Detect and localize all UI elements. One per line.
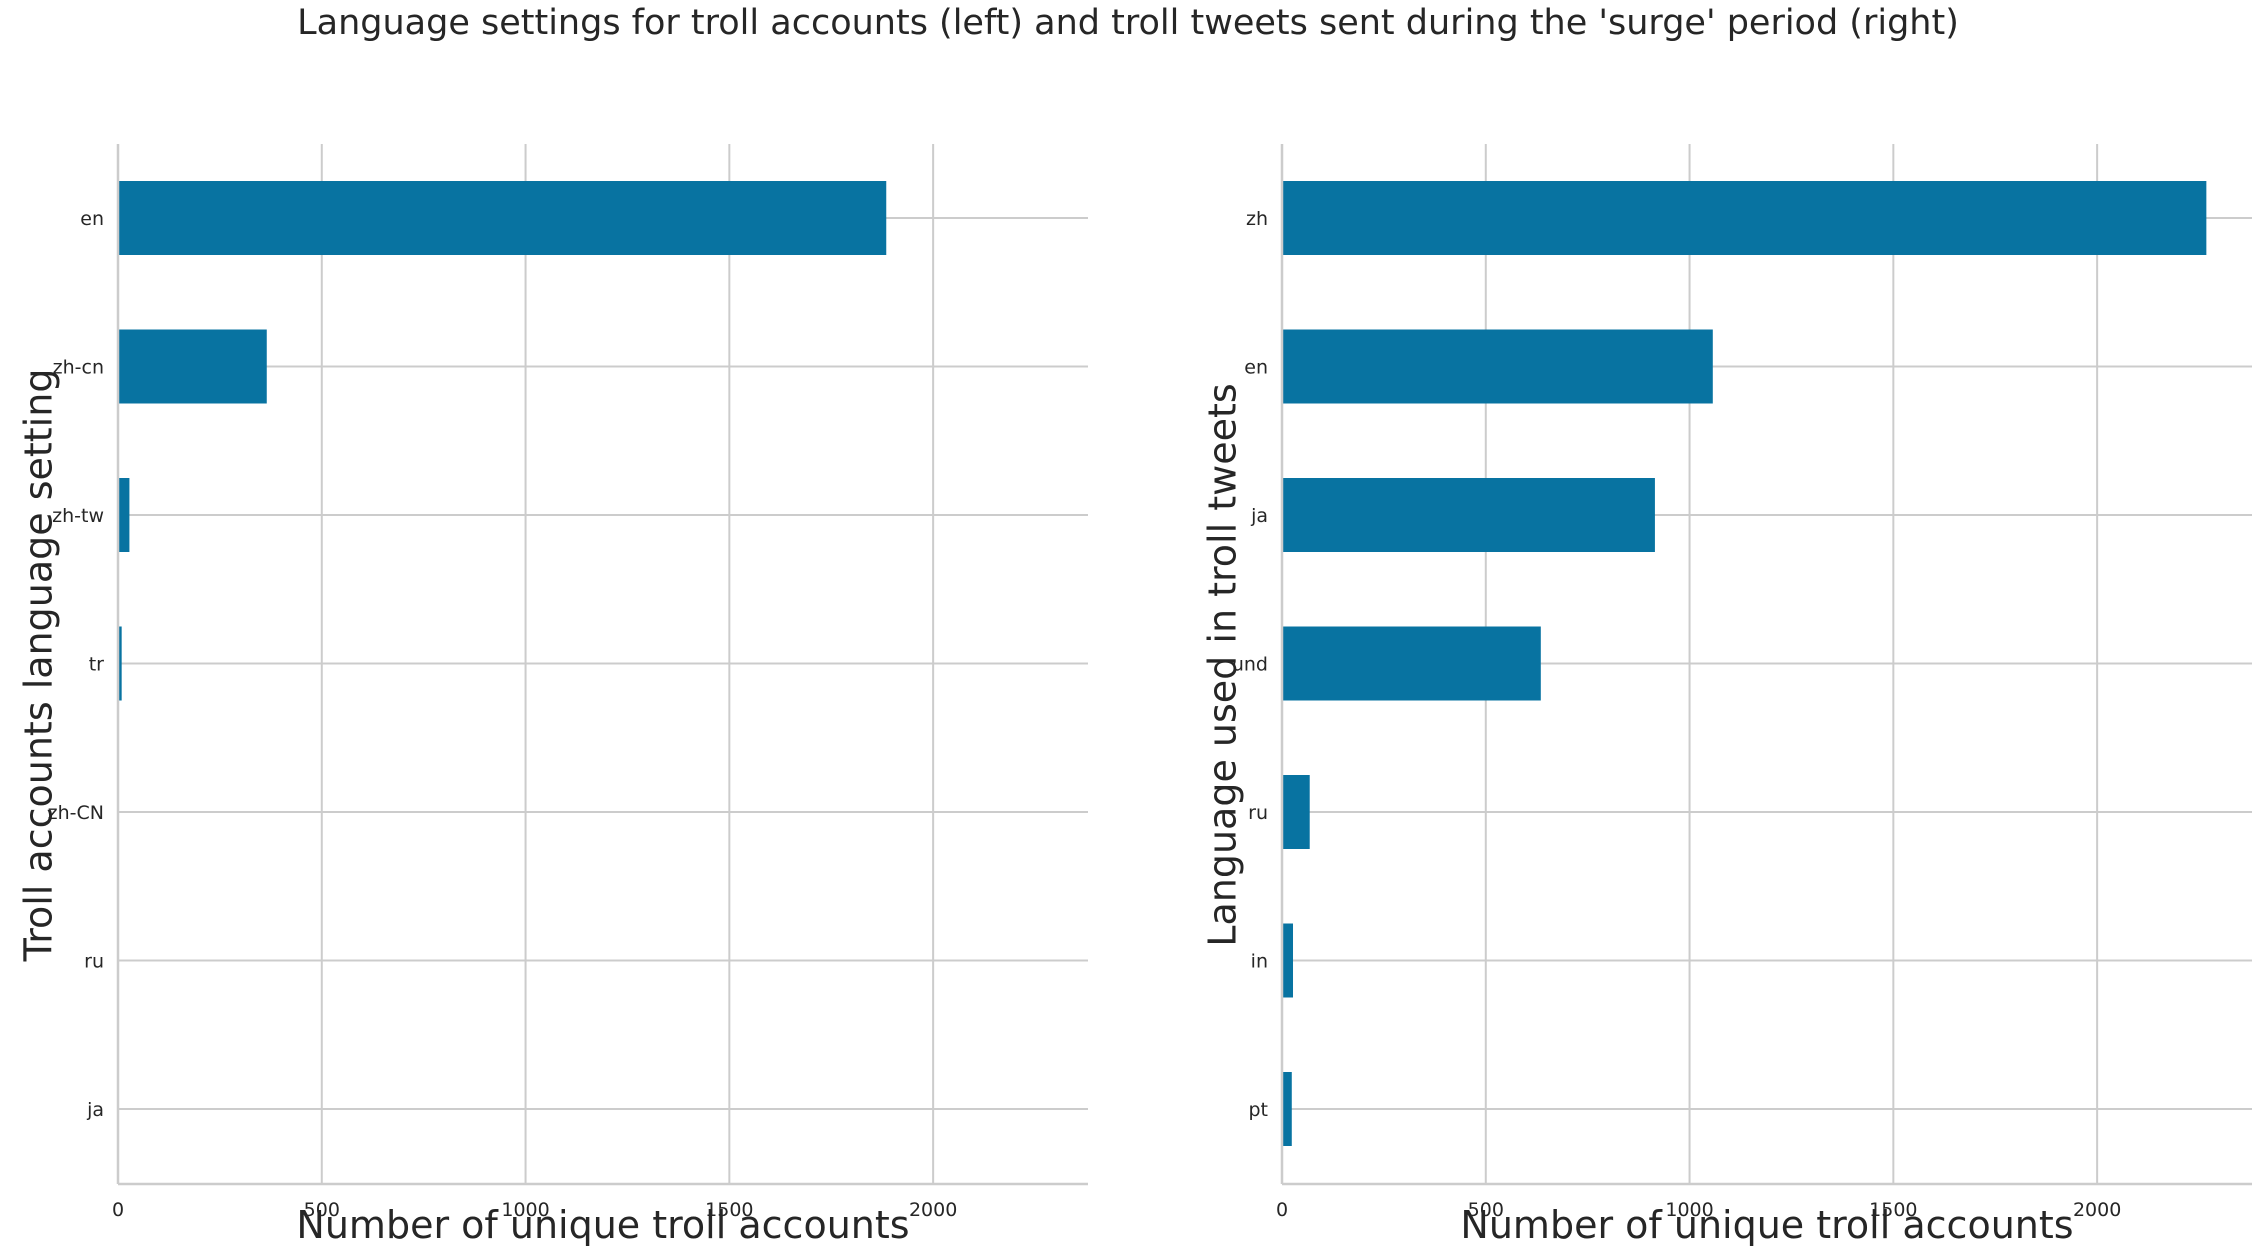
right-x-axis-label: Number of unique troll accounts bbox=[1460, 1203, 2073, 1247]
left-panel: en zh-cn zh-tw tr zh-CN ru ja 0 500 1000 1500 2000… bbox=[16, 144, 1088, 1247]
left-bar-tr bbox=[118, 626, 122, 701]
right-x-tick-label: 0 bbox=[1276, 1199, 1288, 1221]
right-bars bbox=[1282, 181, 2207, 1146]
left-y-tick-label: ja bbox=[86, 1099, 104, 1121]
right-x-tick-label: 2000 bbox=[2073, 1199, 2121, 1221]
figure-title: Language settings for troll accounts (le… bbox=[297, 3, 1959, 43]
right-bar-ja bbox=[1282, 478, 1655, 552]
right-bar-zh bbox=[1282, 181, 2207, 255]
left-y-tick-label: ru bbox=[84, 951, 104, 973]
left-x-tick-label: 1000 bbox=[501, 1199, 549, 1221]
right-panel: zh en ja und ru in pt 0 500 1000 1500 2000 Number … bbox=[1200, 144, 2252, 1247]
left-bar-zh-cn bbox=[118, 329, 267, 404]
right-x-tick-label: 500 bbox=[1468, 1199, 1504, 1221]
left-bar-en bbox=[118, 181, 887, 255]
left-y-tick-label: tr bbox=[89, 654, 104, 676]
left-x-tick-label: 1500 bbox=[705, 1199, 753, 1221]
right-y-tick-label: zh bbox=[1246, 208, 1268, 230]
right-x-ticks: 0 500 1000 1500 2000 bbox=[1276, 1199, 2121, 1221]
left-grid bbox=[118, 144, 1088, 1184]
right-bar-pt bbox=[1282, 1072, 1292, 1146]
left-y-ticks: en zh-cn zh-tw tr zh-CN ru ja bbox=[48, 208, 105, 1121]
left-x-tick-label: 2000 bbox=[909, 1199, 957, 1221]
left-x-tick-label: 0 bbox=[112, 1199, 124, 1221]
left-x-axis-label: Number of unique troll accounts bbox=[296, 1203, 909, 1247]
right-y-tick-label: en bbox=[1244, 357, 1268, 379]
left-x-tick-label: 500 bbox=[304, 1199, 340, 1221]
right-bar-en bbox=[1282, 329, 1713, 404]
right-y-axis-label: Language used in troll tweets bbox=[1200, 383, 1244, 946]
right-y-tick-label: und bbox=[1232, 654, 1268, 676]
left-x-ticks: 0 500 1000 1500 2000 bbox=[112, 1199, 957, 1221]
right-y-tick-label: ru bbox=[1248, 802, 1268, 824]
right-x-tick-label: 1000 bbox=[1665, 1199, 1713, 1221]
left-bars bbox=[118, 181, 887, 1146]
left-y-tick-label: en bbox=[80, 208, 104, 230]
right-x-tick-label: 1500 bbox=[1869, 1199, 1917, 1221]
right-y-tick-label: ja bbox=[1250, 505, 1268, 527]
right-bar-und bbox=[1282, 626, 1541, 701]
left-y-tick-label: zh-CN bbox=[48, 802, 104, 824]
left-y-tick-label: zh-cn bbox=[53, 357, 104, 379]
right-y-tick-label: in bbox=[1251, 951, 1268, 973]
left-y-axis-label: Troll accounts language setting bbox=[16, 369, 60, 963]
right-y-ticks: zh en ja und ru in pt bbox=[1232, 208, 1268, 1121]
right-bar-ru bbox=[1282, 775, 1310, 849]
left-bar-zh-tw bbox=[118, 478, 130, 552]
right-bar-in bbox=[1282, 923, 1294, 998]
left-y-tick-label: zh-tw bbox=[52, 505, 104, 527]
right-y-tick-label: pt bbox=[1248, 1099, 1268, 1121]
